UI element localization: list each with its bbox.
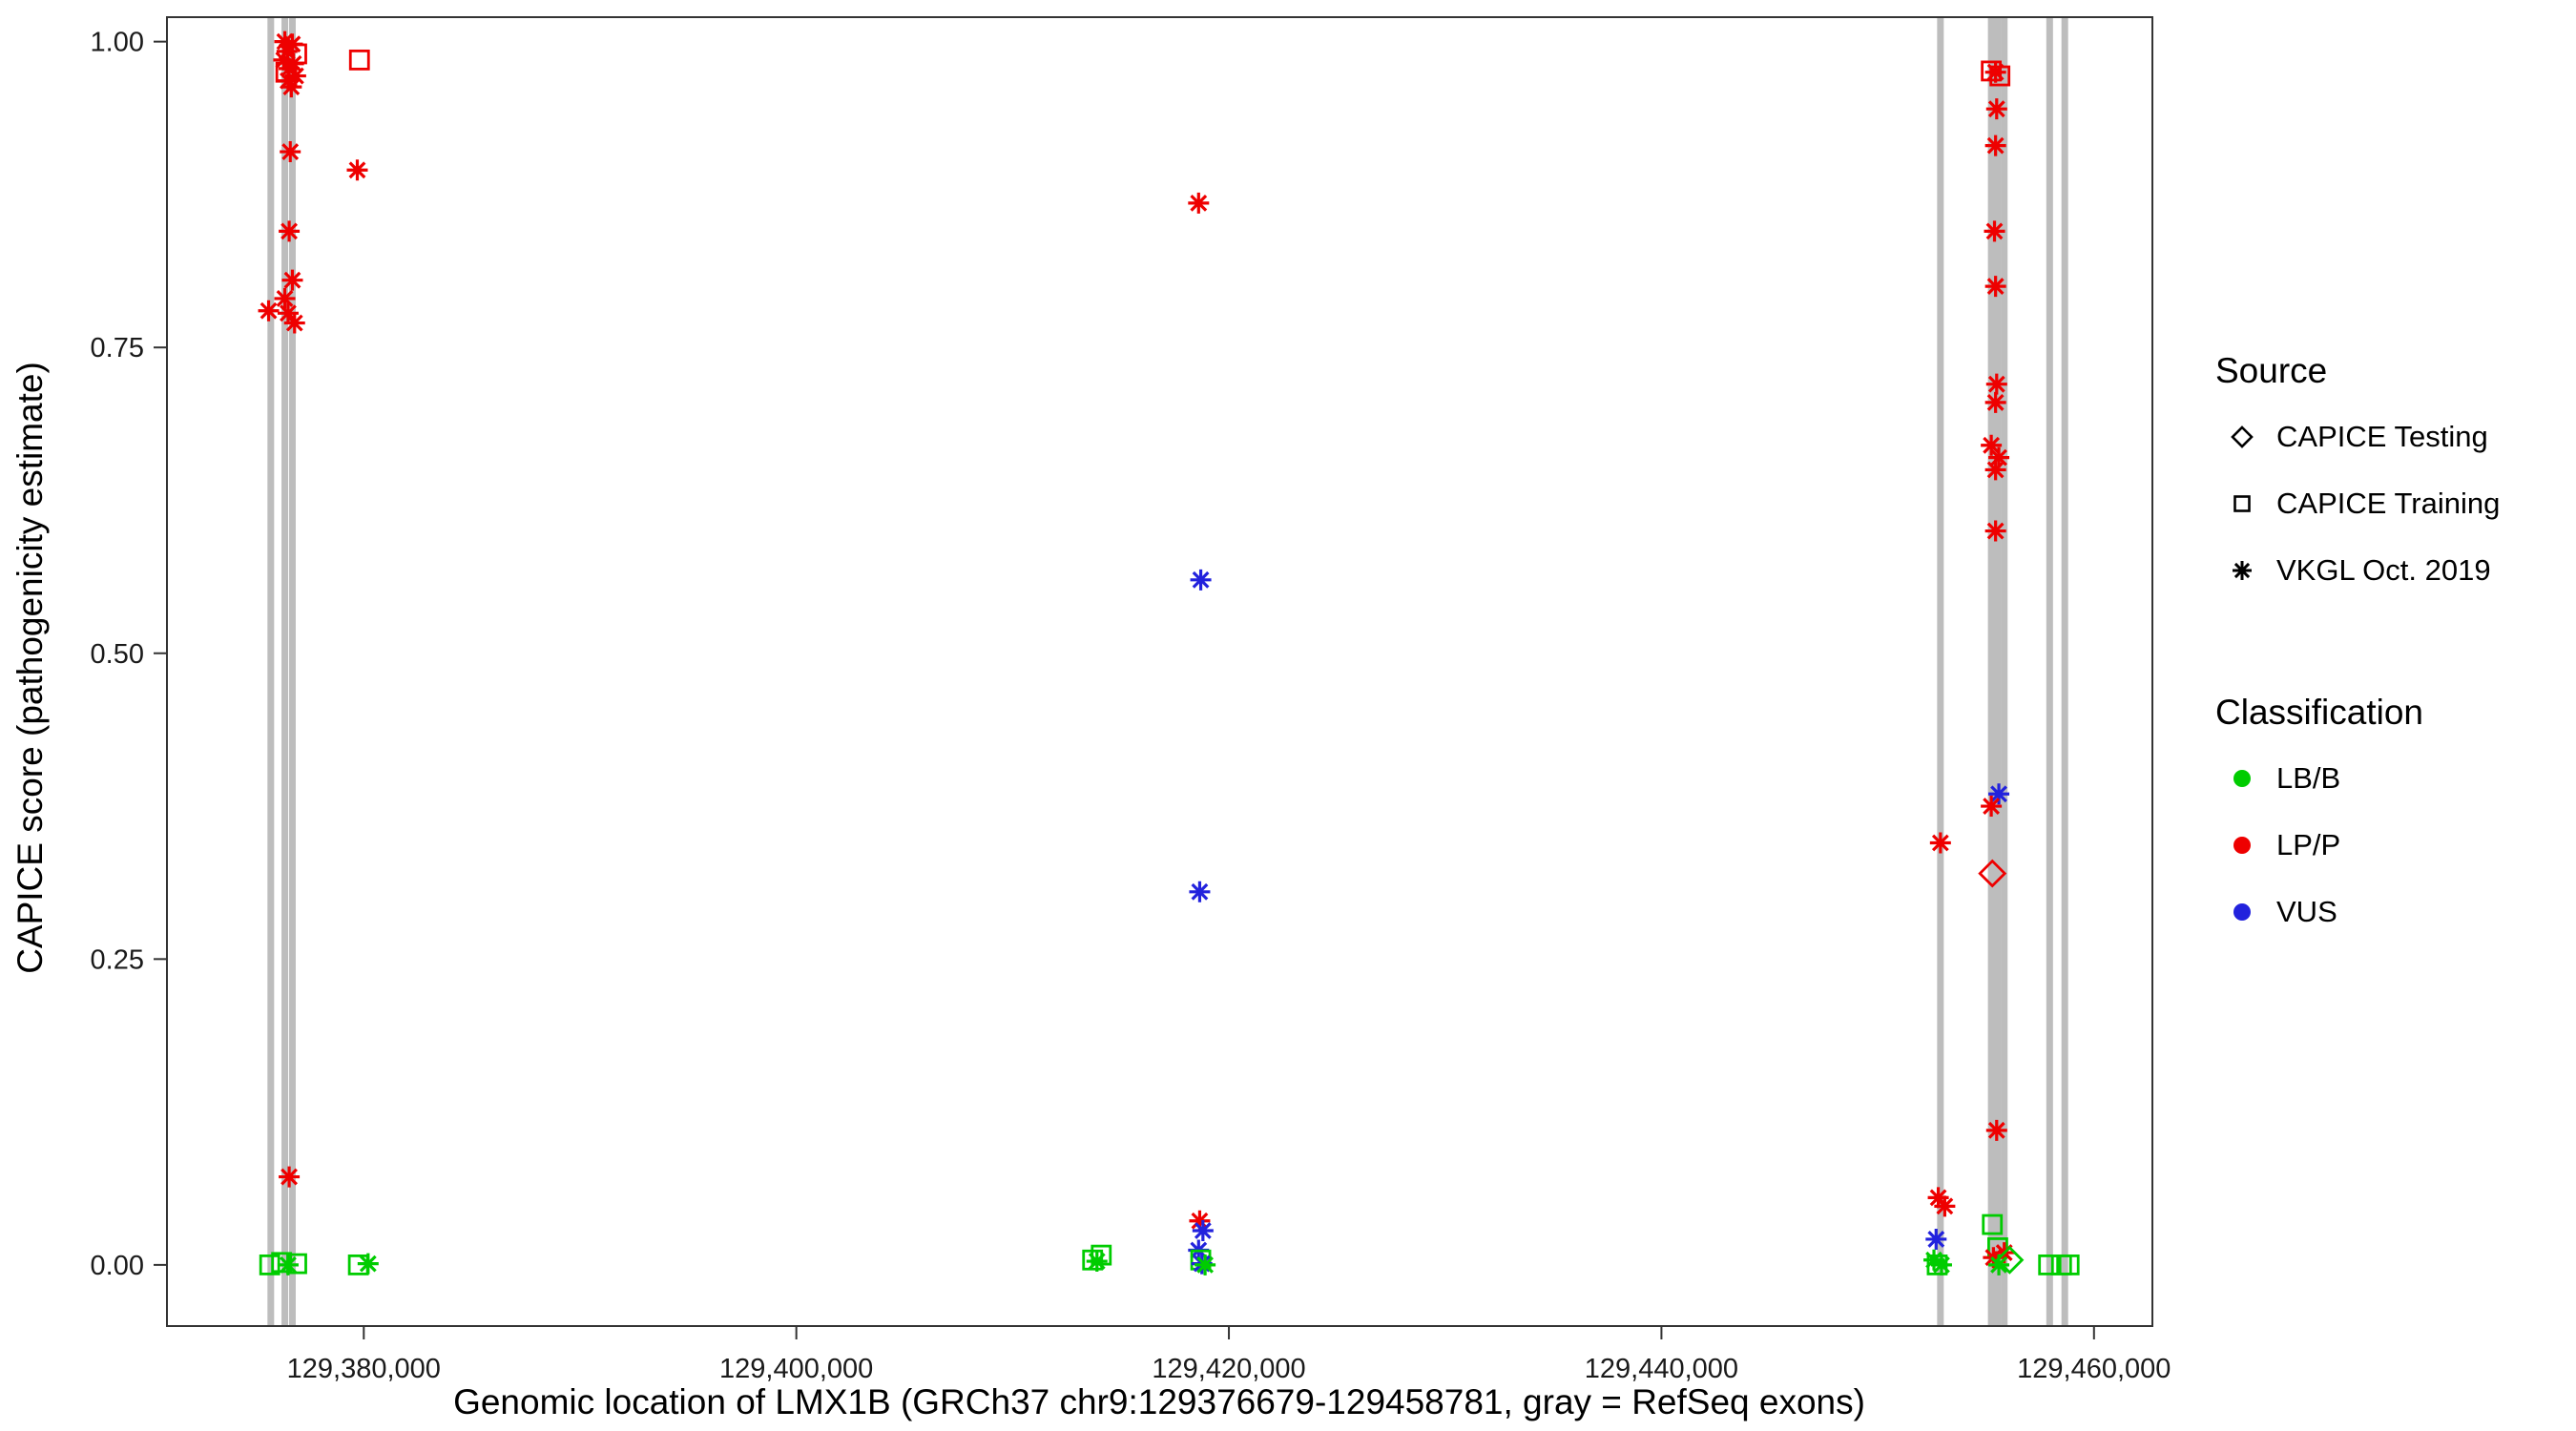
legend-item-lp-p: LP/P (2225, 828, 2500, 862)
legend-item-label: VUS (2276, 895, 2337, 928)
data-point (1188, 192, 1210, 214)
refseq-exon-lines (267, 17, 2068, 1326)
data-point (1930, 1254, 1952, 1275)
data-point (1926, 1254, 1948, 1275)
data-point (1988, 1254, 2010, 1275)
data-point (277, 70, 299, 92)
lp-p-symbol-icon (2233, 837, 2251, 854)
legend-item-lb-b: LB/B (2225, 761, 2500, 796)
data-point (1985, 373, 2007, 395)
legend-classification: Classification LB/B LP/P VUS (2215, 693, 2500, 929)
data-points (258, 31, 2080, 1275)
x-axis-title: Genomic location of LMX1B (GRCh37 chr9:1… (453, 1382, 1865, 1421)
data-point (1988, 446, 2010, 468)
data-point (286, 1253, 307, 1275)
data-point (274, 287, 296, 309)
data-point (1086, 1251, 1108, 1273)
legend-item-vus: VUS (2225, 895, 2500, 929)
data-point (274, 31, 296, 52)
capice-testing-symbol-icon (2231, 425, 2254, 448)
data-point (281, 269, 303, 291)
lb-b-symbol-icon (2233, 770, 2251, 787)
data-point (1984, 276, 2006, 298)
legend: Source CAPICE Testing CAPICE Training VKGL… (2215, 351, 2500, 929)
data-point (346, 159, 368, 181)
y-tick-label: 0.75 (91, 333, 144, 363)
data-point (1984, 459, 2006, 481)
data-point (273, 49, 295, 71)
data-point (1995, 1245, 2025, 1275)
legend-item-label: LP/P (2276, 828, 2341, 861)
data-point (280, 141, 301, 163)
legend-item-label: CAPICE Training (2276, 487, 2501, 520)
data-point (1981, 434, 2003, 456)
data-point (348, 49, 370, 71)
legend-source-title: Source (2215, 351, 2328, 390)
data-point (1978, 859, 2007, 888)
data-point (284, 65, 306, 87)
y-tick-label: 1.00 (91, 28, 144, 58)
data-point (1923, 1249, 1945, 1271)
data-point (280, 76, 302, 98)
data-point (1985, 1119, 2007, 1141)
legend-source-items: CAPICE Testing CAPICE Training VKGL Oct. 2… (2215, 420, 2500, 588)
y-axis: 0.00 0.25 0.50 0.75 1.00 (91, 28, 167, 1281)
vus-symbol-icon (2233, 903, 2251, 921)
legend-source: Source CAPICE Testing CAPICE Training VKGL… (2215, 351, 2500, 588)
data-point (1984, 391, 2006, 413)
data-point (1984, 135, 2006, 156)
panel-border-rect (166, 16, 2153, 1327)
data-point (1195, 1254, 1216, 1275)
legend-item-label: LB/B (2276, 761, 2341, 795)
x-tick-label: 129,440,000 (1585, 1354, 1738, 1384)
data-point (279, 220, 301, 242)
data-point (1190, 569, 1212, 591)
x-tick-label: 129,380,000 (287, 1354, 441, 1384)
data-point (1927, 1187, 1949, 1209)
legend-item-capice-testing: CAPICE Testing (2225, 420, 2500, 454)
legend-item-capice-training: CAPICE Training (2225, 487, 2500, 521)
data-point (1985, 98, 2007, 120)
data-point (258, 300, 280, 321)
x-tick-label: 129,420,000 (1152, 1354, 1305, 1384)
y-tick-label: 0.00 (91, 1251, 144, 1281)
data-point (1189, 1210, 1211, 1232)
legend-classification-items: LB/B LP/P VUS (2215, 761, 2500, 929)
data-point (2038, 1254, 2060, 1275)
panel-border (166, 16, 2153, 1327)
data-point (1189, 881, 1211, 902)
y-tick-label: 0.50 (91, 639, 144, 670)
data-point (357, 1253, 379, 1275)
vkgl-oct-2019-symbol-icon (2233, 561, 2252, 580)
y-tick-label: 0.25 (91, 944, 144, 975)
data-point (1929, 832, 1951, 854)
x-tick-label: 129,460,000 (2017, 1354, 2171, 1384)
capice-training-symbol-icon (2233, 495, 2251, 512)
legend-item-vkgl-oct-2019: VKGL Oct. 2019 (2225, 553, 2500, 588)
y-axis-title: CAPICE score (pathogenicity estimate) (10, 362, 50, 974)
data-point (1192, 1219, 1214, 1241)
data-point (1982, 1213, 2004, 1235)
data-point (277, 302, 299, 324)
data-point (283, 312, 305, 334)
x-axis: 129,380,000 129,400,000 129,420,000 129,440… (287, 1326, 2171, 1384)
data-point (1934, 1195, 1956, 1217)
data-point (1981, 796, 2003, 818)
data-point (1984, 61, 2006, 83)
data-point (1988, 783, 2010, 805)
legend-item-label: CAPICE Testing (2276, 420, 2488, 453)
data-point (2058, 1254, 2080, 1275)
legend-classification-title: Classification (2215, 693, 2423, 732)
data-point (279, 1166, 301, 1188)
data-point (1984, 520, 2006, 542)
legend-item-label: VKGL Oct. 2019 (2276, 553, 2491, 587)
data-point (1925, 1228, 1947, 1250)
data-point (1984, 220, 2005, 242)
x-tick-label: 129,400,000 (719, 1354, 873, 1384)
